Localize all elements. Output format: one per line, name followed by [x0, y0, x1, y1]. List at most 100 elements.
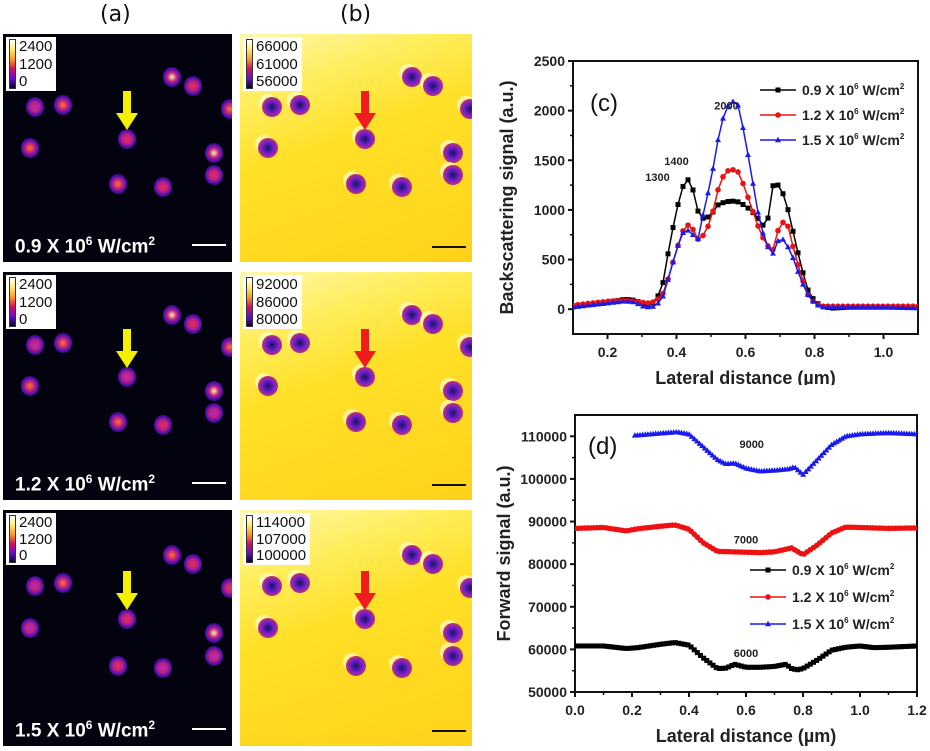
data-point-triangle: [775, 237, 781, 244]
data-point-triangle: [833, 438, 840, 444]
data-point-square: [735, 199, 741, 205]
data-point-circle: [705, 223, 711, 230]
data-point-triangle: [805, 465, 812, 472]
series-line: [573, 178, 918, 309]
nanoparticle-spot: [262, 96, 283, 117]
data-point-triangle: [831, 440, 838, 446]
data-point-triangle: [810, 460, 817, 466]
data-point-triangle: [605, 299, 611, 306]
data-point-square: [660, 641, 666, 647]
panel-label-b: (b): [340, 2, 372, 27]
data-point-square: [873, 645, 879, 651]
colorbar-tick-label: 2400: [19, 276, 53, 293]
data-point-triangle: [818, 452, 825, 458]
data-point-triangle: [845, 303, 851, 310]
data-point-triangle: [800, 281, 806, 287]
data-point-triangle: [688, 433, 695, 439]
data-point-square: [770, 183, 776, 189]
data-point-triangle: [865, 303, 871, 310]
legend-item: 1.2 X 106 W/cm2: [760, 107, 905, 123]
data-point-square: [801, 665, 807, 671]
data-point-square: [632, 645, 638, 651]
data-point-square: [660, 280, 666, 286]
data-point-square: [792, 666, 798, 672]
data-point-square: [842, 644, 848, 650]
data-point-square: [845, 644, 851, 650]
data-point-triangle: [670, 259, 676, 265]
data-point-triangle: [820, 303, 826, 310]
nanoparticle-spot: [26, 96, 45, 117]
nanoparticle-spot: [220, 577, 232, 598]
nanoparticle-spot: [154, 658, 173, 679]
data-point-square: [710, 662, 716, 668]
colorbar: 2400 1200 0: [6, 37, 57, 91]
x-tick-label: 1.0: [850, 702, 870, 718]
pointer-arrow-icon: [115, 90, 138, 130]
data-point-triangle: [701, 445, 708, 451]
y-axis-label: Backscattering signal (a.u.): [497, 80, 517, 314]
data-point-square: [725, 199, 731, 205]
scale-bar: [192, 728, 226, 730]
data-point-square: [607, 644, 613, 650]
pointer-arrow-icon: [115, 328, 138, 368]
data-point-square: [616, 645, 622, 651]
data-point-square: [578, 643, 584, 649]
data-point-triangle: [914, 430, 917, 437]
nanoparticle-spot: [154, 176, 173, 197]
y-tick-label: 100000: [520, 471, 567, 487]
data-point-square: [740, 201, 746, 207]
nanoparticle-spot: [26, 575, 45, 596]
data-point-triangle: [838, 435, 845, 441]
x-tick-label: 1.2: [907, 702, 927, 718]
data-point-square: [594, 643, 600, 649]
legend-item: 1.2 X 106 W/cm2: [750, 589, 895, 605]
peak-annotation: 1300: [645, 172, 669, 184]
data-point-square: [804, 663, 810, 669]
data-point-square: [905, 643, 911, 649]
nanoparticle-spot: [117, 608, 136, 629]
data-point-triangle: [600, 300, 606, 306]
data-point-circle: [690, 226, 696, 233]
data-point-square: [581, 643, 587, 649]
data-point-triangle: [745, 151, 751, 158]
data-point-square: [738, 663, 744, 669]
nanoparticle-spot: [290, 332, 311, 353]
nanoparticle-spot: [392, 414, 413, 435]
data-point-triangle: [770, 250, 776, 256]
data-point-triangle: [805, 291, 811, 298]
data-point-triangle: [615, 298, 621, 305]
data-point-triangle: [585, 302, 591, 308]
pointer-arrow-icon: [354, 328, 377, 368]
data-point-triangle: [785, 243, 791, 250]
data-point-square: [625, 645, 631, 651]
data-point-triangle: [730, 98, 736, 104]
data-point-square: [670, 225, 676, 231]
nanoparticle-spot: [262, 575, 283, 596]
data-point-square: [788, 665, 794, 671]
data-point-square: [732, 661, 738, 667]
data-point-square: [836, 646, 842, 652]
nanoparticle-spot: [443, 403, 464, 424]
data-point-square: [914, 643, 917, 649]
data-point-square: [839, 645, 845, 651]
data-point-triangle: [706, 449, 713, 456]
data-point-square: [780, 191, 786, 197]
pointer-arrow-icon: [354, 570, 377, 610]
data-point-square: [698, 652, 704, 658]
data-point-triangle: [797, 469, 804, 475]
y-tick-label: 1000: [534, 202, 565, 218]
colorbar-tick-label: 0: [19, 311, 28, 328]
data-point-square: [854, 643, 860, 649]
nanoparticle-spot: [422, 76, 443, 97]
data-point-square: [805, 287, 811, 293]
data-point-triangle: [815, 455, 822, 461]
data-point-circle: [765, 594, 771, 600]
data-point-square: [716, 665, 722, 671]
series-line: [573, 100, 918, 309]
data-point-square: [695, 208, 701, 214]
data-point-triangle: [885, 304, 891, 310]
data-point-square: [669, 640, 675, 646]
data-point-square: [685, 177, 691, 183]
nanoparticle-spot: [220, 337, 232, 358]
peak-annotation: 1400: [664, 156, 688, 168]
